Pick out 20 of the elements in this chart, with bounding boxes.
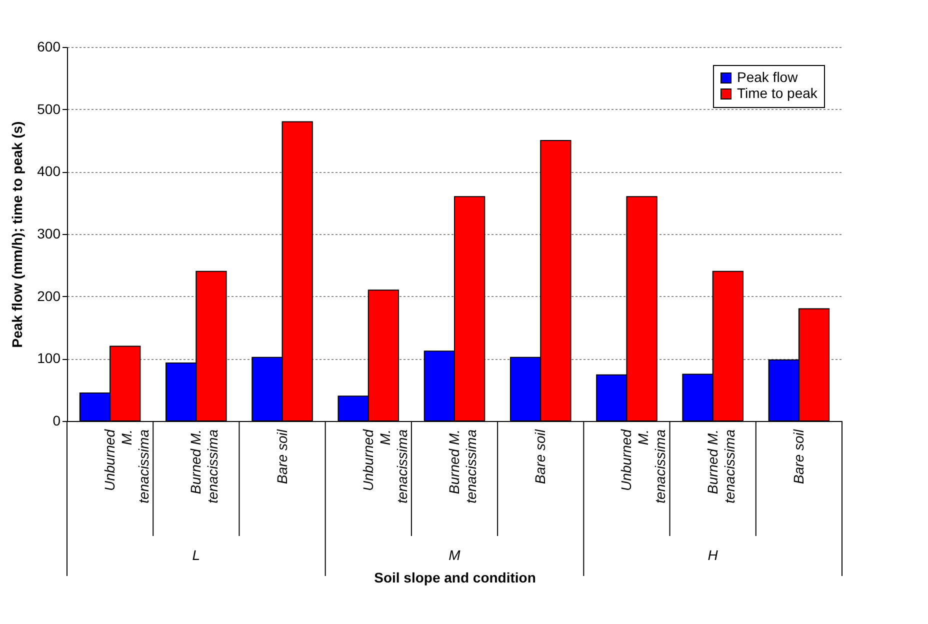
x-tick-label: Unburned M. tenacissima	[360, 428, 410, 504]
y-tick-label: 400	[37, 163, 61, 180]
x-tick-label: Unburned M. tenacissima	[618, 428, 668, 504]
x-tick-label: Bare soil	[790, 428, 806, 484]
legend-label: Peak flow	[737, 69, 799, 85]
y-axis-title: Peak flow (mm/h); time to peak (s)	[9, 121, 26, 348]
x-axis-title: Soil slope and condition	[374, 569, 536, 586]
text: L	[192, 547, 200, 563]
y-tick-label: 500	[37, 100, 61, 117]
y-tick-label: 0	[52, 412, 61, 428]
x-tick-label: Unburned M. tenacissima	[102, 428, 152, 504]
x-tick-label: Bare soil	[274, 428, 290, 484]
y-tick-label: 600	[37, 38, 61, 54]
y-tick-label: 300	[37, 226, 61, 242]
text: M	[448, 547, 461, 563]
y-tick-label: 100	[37, 350, 61, 366]
legend-label: Time to peak	[737, 85, 818, 101]
y-tick-label: 200	[37, 288, 61, 304]
text: H	[708, 547, 719, 563]
x-tick-label: Bare soil	[532, 428, 548, 484]
